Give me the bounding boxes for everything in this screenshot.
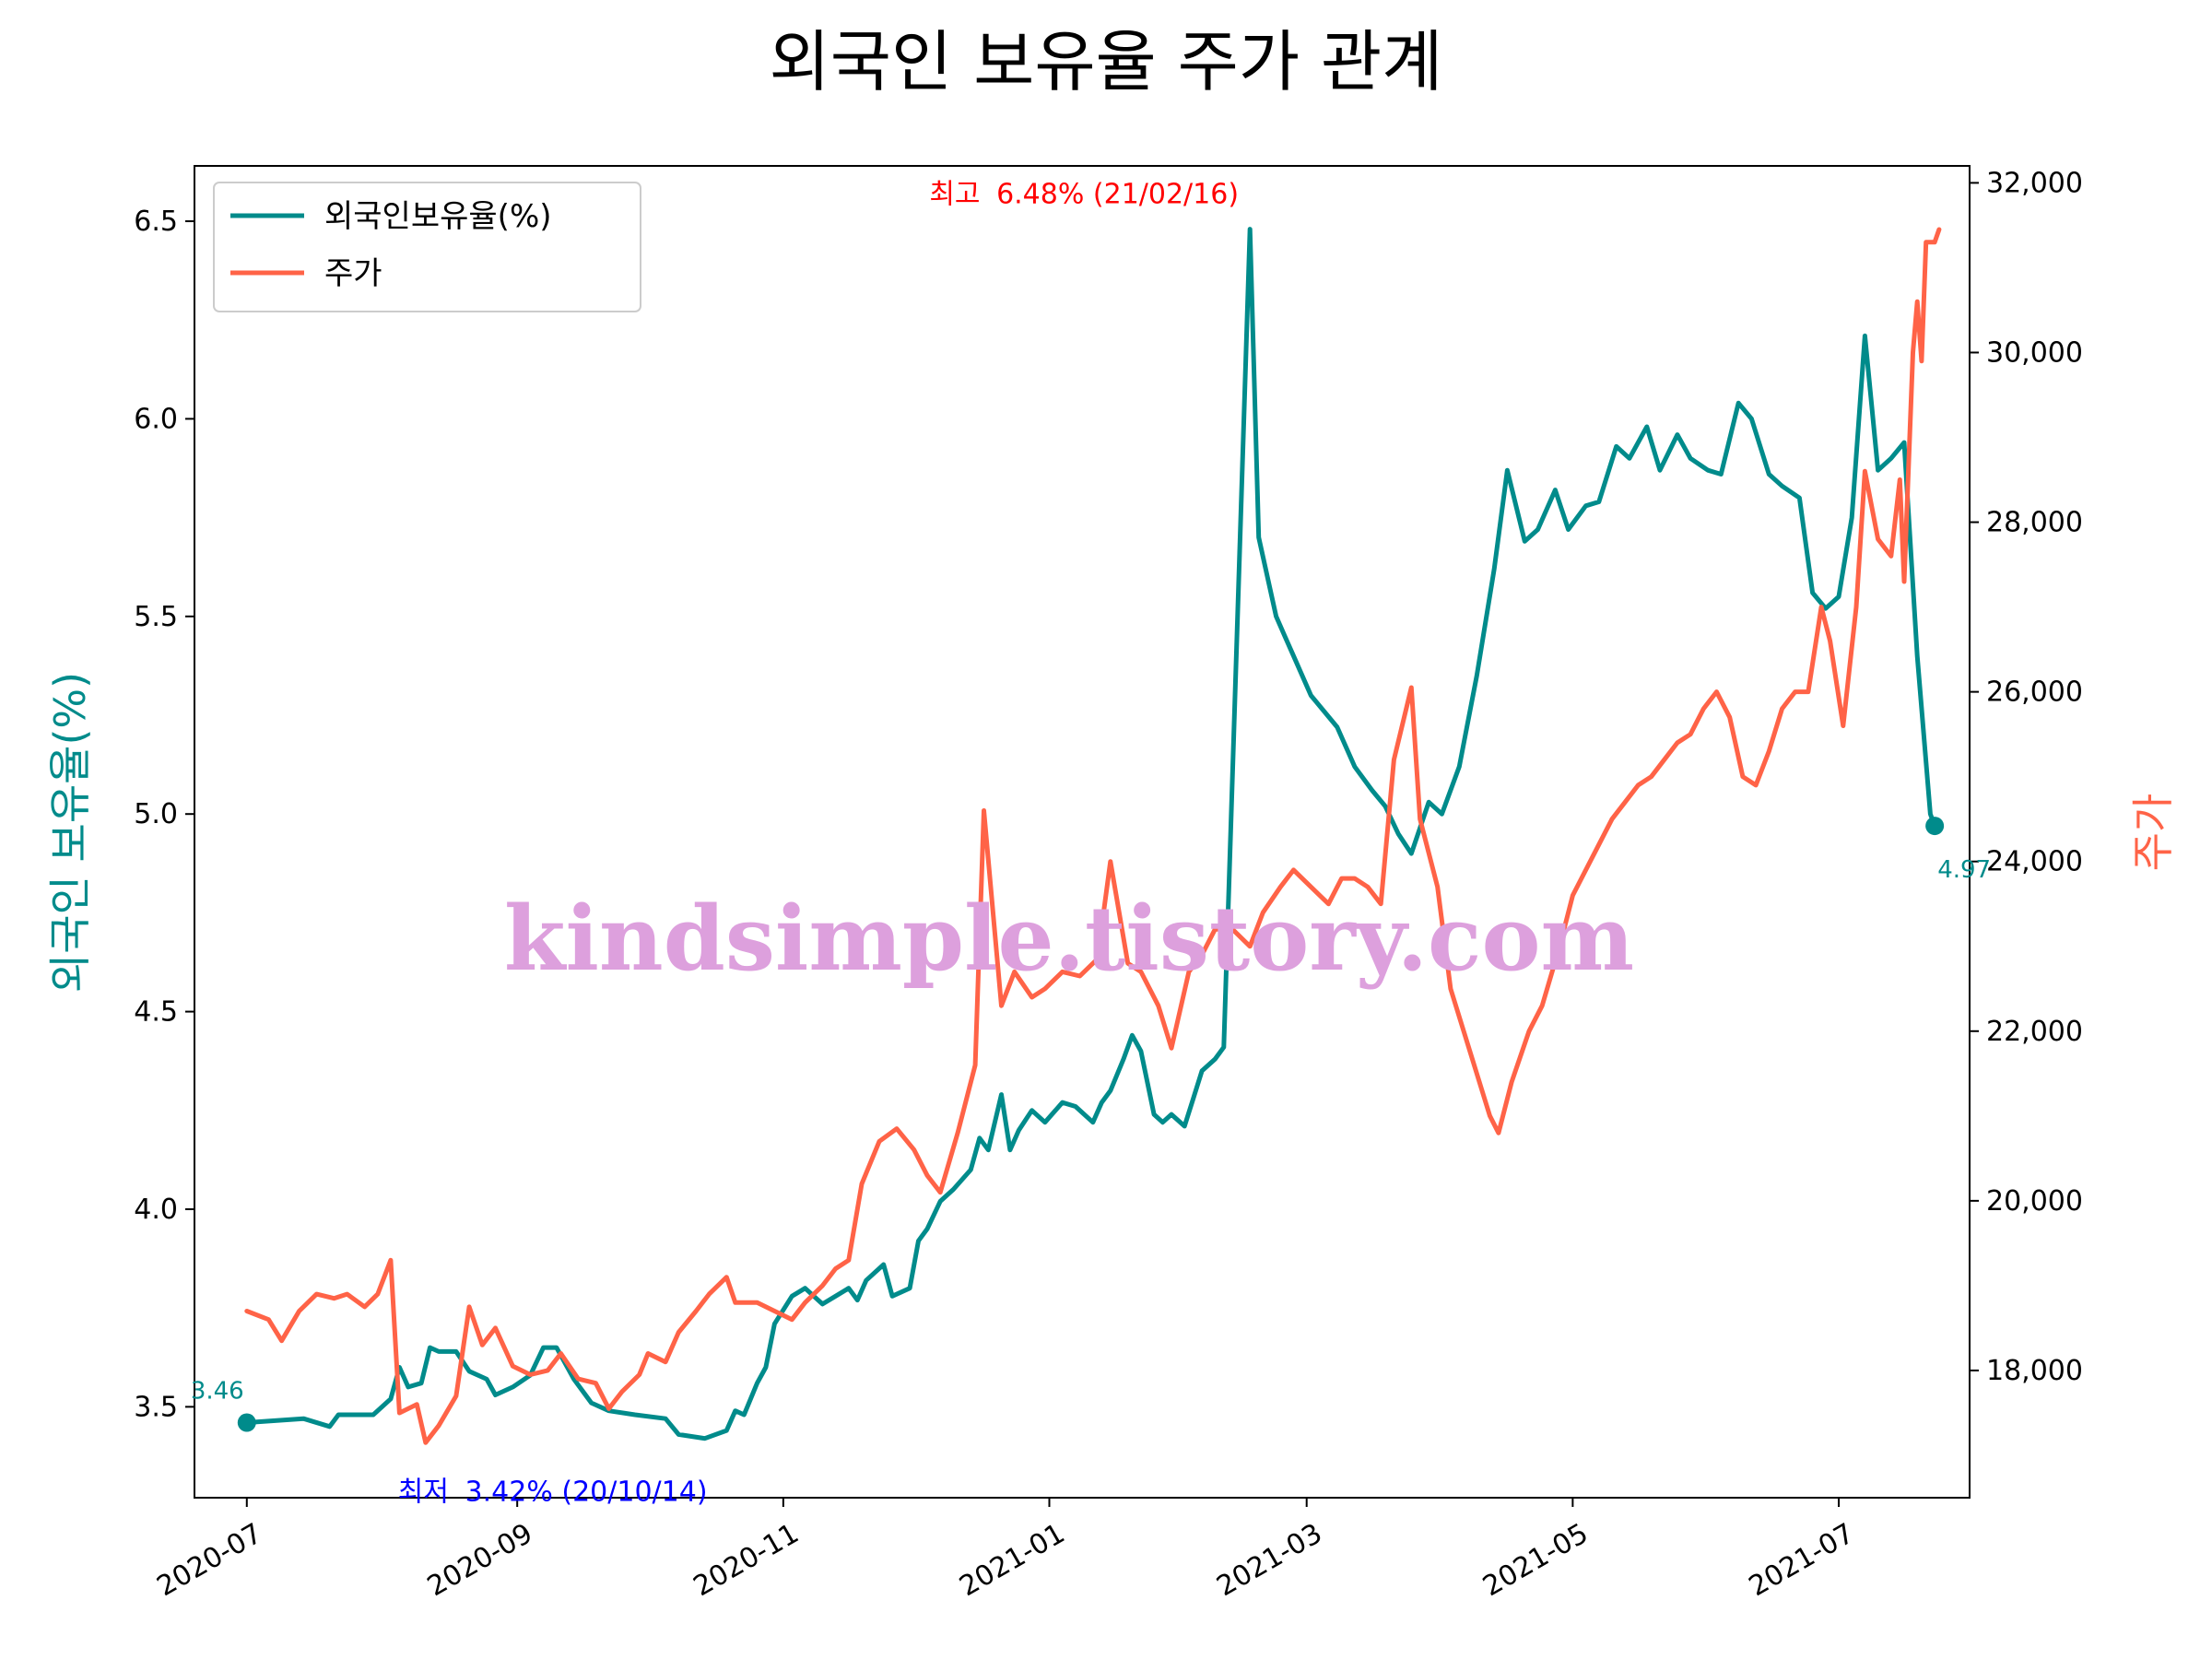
legend-label-ownership: 외국인보유율(%): [324, 198, 552, 235]
plot-frame: [194, 165, 1971, 1499]
max-annotation-label: 최고: [929, 179, 980, 211]
y-left-tick-label: 5.5: [134, 601, 178, 633]
y-left-tick-label: 6.0: [134, 403, 178, 435]
legend: 외국인보유율(%) 주가: [213, 182, 641, 312]
start-value-label: 3.46: [191, 1378, 244, 1406]
ownership-line: [244, 227, 1937, 1441]
y-right-tick-label: 32,000: [1986, 167, 2083, 199]
y-axis-left-label: 외국인 보유율(%): [45, 672, 95, 993]
y-left-tick-label: 5.0: [134, 798, 178, 830]
min-annotation-text: 3.42% (20/10/14): [465, 1477, 708, 1509]
end-point-marker: [1925, 817, 1945, 836]
legend-box: [213, 182, 641, 312]
y-right-tick-label: 24,000: [1986, 846, 2083, 878]
y-right-tick-label: 30,000: [1986, 336, 2083, 369]
price-line: [244, 227, 1942, 1445]
y-right-tick-label: 26,000: [1986, 677, 2083, 709]
y-right-tick-label: 22,000: [1986, 1016, 2083, 1048]
min-annotation-label: 최저: [398, 1477, 449, 1509]
y-left-tick-label: 3.5: [134, 1391, 178, 1423]
y-right-tick-label: 20,000: [1986, 1185, 2083, 1218]
y-left-tick-label: 6.5: [134, 206, 178, 238]
end-value-label: 4.97: [1937, 856, 1991, 884]
legend-label-price: 주가: [324, 255, 382, 292]
y-left-tick-label: 4.5: [134, 996, 178, 1029]
min-annotation: 최저 3.42% (20/10/14): [398, 1477, 708, 1509]
series-layer: [237, 227, 1945, 1445]
chart-title: 외국인 보유율 주가 관계: [769, 23, 1442, 100]
max-annotation: 최고 6.48% (21/02/16): [929, 179, 1239, 211]
start-point-marker: [237, 1413, 256, 1432]
watermark: kindsimple.tistory.com: [504, 887, 1634, 991]
y-right-tick-label: 18,000: [1986, 1355, 2083, 1387]
max-annotation-text: 6.48% (21/02/16): [996, 179, 1239, 211]
y-right-tick-label: 28,000: [1986, 507, 2083, 539]
y-left-tick-label: 4.0: [134, 1194, 178, 1226]
y-axis-right-label: 주가: [2128, 794, 2178, 872]
